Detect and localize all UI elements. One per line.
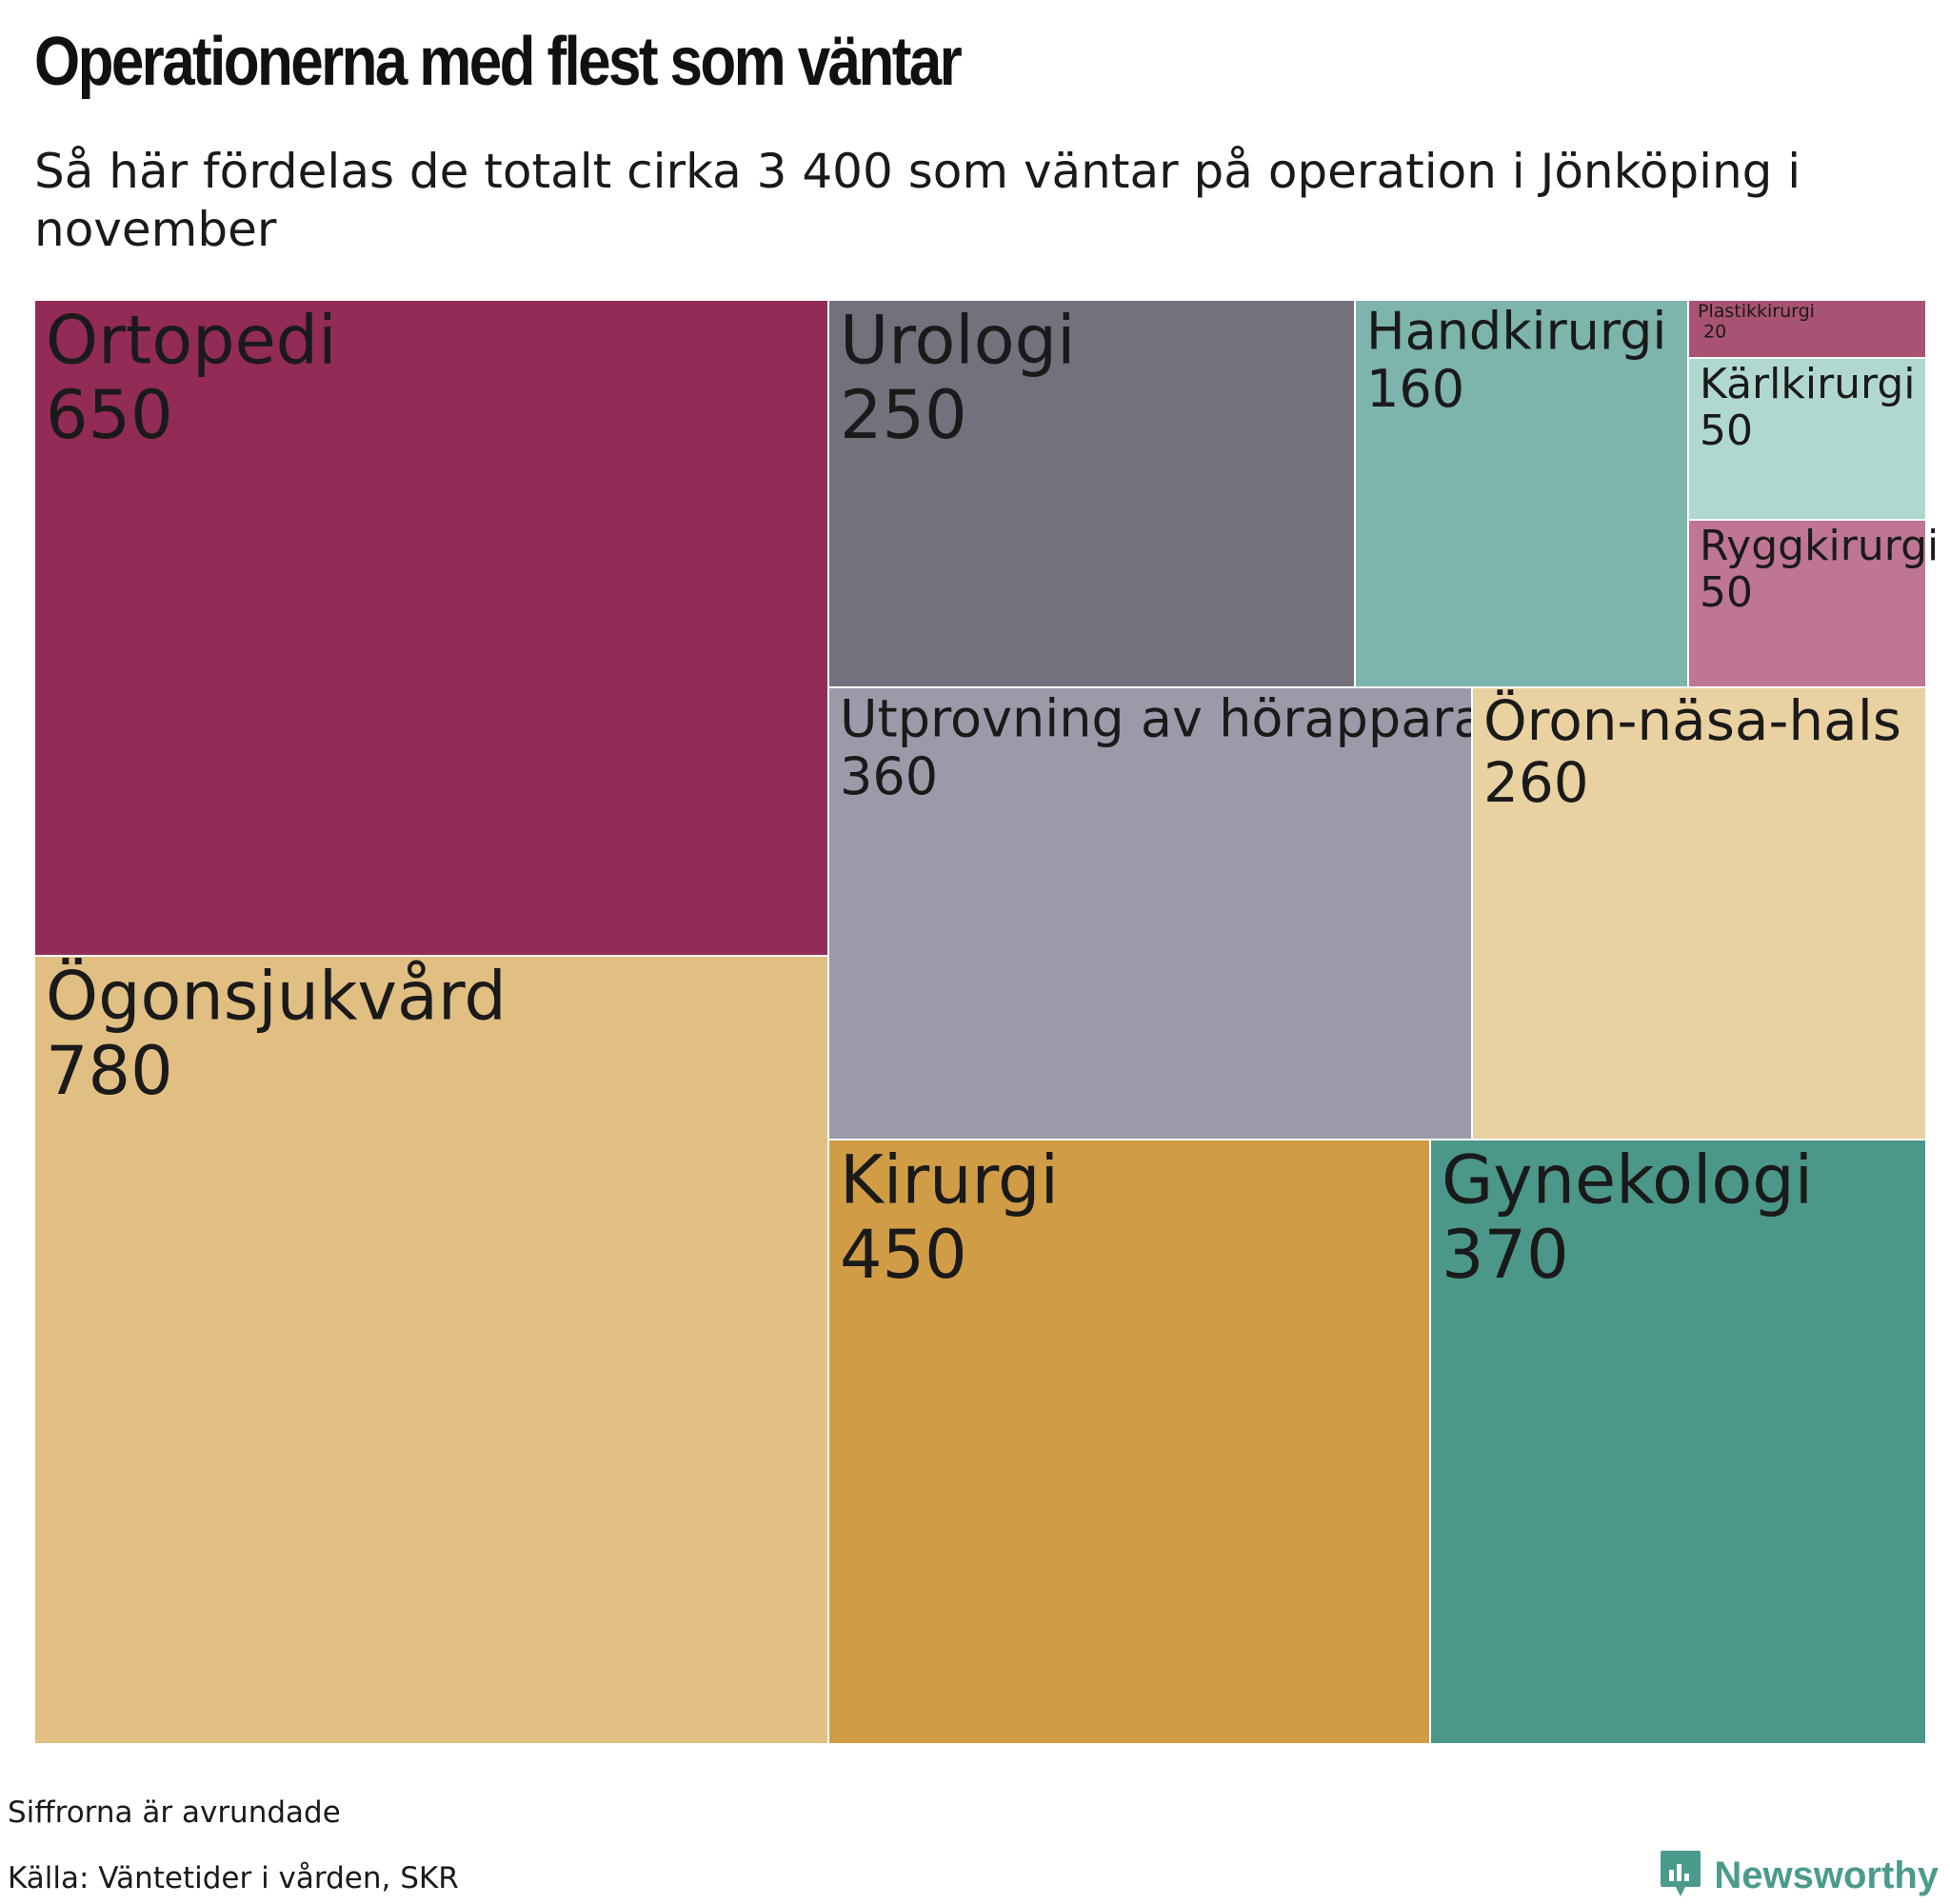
treemap-cell-rect [1687,357,1927,521]
newsworthy-logo-icon [1659,1849,1702,1902]
treemap-cell-rect [1429,1139,1927,1745]
treemap-cell-label: Kärlkirurgi [1700,360,1916,408]
chart-subtitle: Så här fördelas de totalt cirka 3 400 so… [34,144,1801,257]
treemap-cell-label: Handkirurgi [1366,301,1666,361]
treemap-cell-rect [1687,519,1927,688]
treemap-cell-value: 360 [840,746,938,806]
treemap-cell-value: 450 [840,1216,967,1294]
treemap-cell-rect [827,686,1473,1140]
treemap-cell-value: 160 [1366,359,1464,419]
treemap-cell-label: Ögonsjukvård [46,958,507,1036]
treemap-cell-value: 50 [1700,407,1753,455]
treemap-cell-value: 260 [1483,750,1589,815]
treemap-cell-label: Utprovning av hörapparat [840,688,1505,748]
treemap-cell-rect [1471,686,1927,1140]
brand-name: Newsworthy [1714,1854,1939,1896]
treemap-cell-rect [827,1139,1431,1745]
treemap-cell-value: 370 [1442,1216,1569,1294]
treemap-cell-label: Gynekologi [1442,1141,1813,1220]
treemap-cell-label: Kirurgi [840,1141,1059,1220]
treemap-cell-label: Ortopedi [46,302,337,380]
source-note: Källa: Väntetider i vården, SKR [8,1861,459,1895]
treemap-cell-label: Urologi [840,302,1075,380]
footnote: Siffrorna är avrundade [8,1795,341,1830]
treemap-cell-value: 250 [840,376,967,454]
treemap-cell-rect [33,955,829,1745]
treemap-cell-value: 20 [1703,321,1726,342]
treemap-cell-value: 50 [1700,568,1753,617]
treemap-cell-label: Plastikkirurgi [1698,301,1815,322]
chart-title: Operationerna med flest som väntar [34,24,963,100]
treemap-cell-value: 650 [46,376,173,454]
treemap-cell-label: Öron-näsa-hals [1483,688,1901,753]
treemap-cell-value: 780 [46,1032,173,1110]
treemap-cell-label: Ryggkirurgi [1700,522,1939,570]
brand-logo: Newsworthy [1659,1849,1939,1902]
